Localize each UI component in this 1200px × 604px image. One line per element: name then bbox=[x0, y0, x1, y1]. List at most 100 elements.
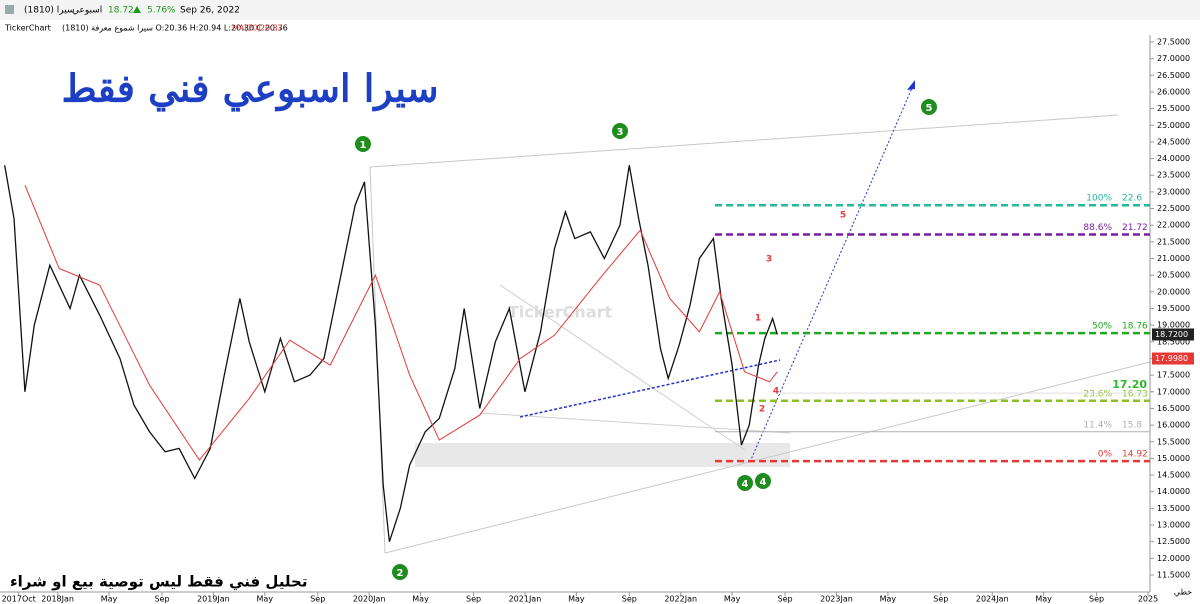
x-tick-label: May bbox=[724, 595, 741, 604]
ma-value: 20.37 bbox=[260, 24, 283, 33]
y-tick-label: 25.0000 bbox=[1157, 121, 1190, 130]
x-tick-label: May bbox=[412, 595, 429, 604]
fib-value: 14.92 bbox=[1122, 450, 1148, 460]
x-tick-label: 2023Jan bbox=[820, 595, 853, 604]
y-tick-label: 15.0000 bbox=[1157, 454, 1190, 463]
trend-line bbox=[519, 359, 781, 418]
sub-wave-label: 3 bbox=[766, 255, 772, 265]
trend-line bbox=[384, 361, 1151, 554]
trend-line bbox=[369, 114, 1119, 168]
wave-label: 4 bbox=[742, 479, 749, 490]
wave-marker bbox=[355, 136, 371, 152]
ma-label: MA(20) bbox=[232, 24, 261, 33]
y-tick-label: 17.0000 bbox=[1157, 387, 1190, 396]
fib-percent: 11.4% bbox=[1083, 420, 1112, 430]
fib-value: 18.76 bbox=[1122, 322, 1148, 332]
zone bbox=[415, 443, 790, 467]
fib-percent: 88.6% bbox=[1083, 223, 1112, 233]
x-tick-label: 2018Jan bbox=[41, 595, 74, 604]
chart-title: سيرا اسبوعي فني فقط bbox=[61, 66, 438, 112]
y-tick-label: 27.5000 bbox=[1157, 37, 1190, 46]
y-tick-label: 26.5000 bbox=[1157, 71, 1190, 80]
last-price: 18.72 bbox=[108, 6, 134, 16]
fib-value: 22.6 bbox=[1122, 194, 1142, 204]
wave-marker bbox=[755, 473, 771, 489]
price-line bbox=[4, 165, 778, 542]
x-tick-label: May bbox=[568, 595, 585, 604]
y-tick-label: 26.0000 bbox=[1157, 87, 1190, 96]
y-tick-label: 19.5000 bbox=[1157, 304, 1190, 313]
x-tick-label: Sep bbox=[310, 595, 325, 604]
fib-percent: 100% bbox=[1086, 194, 1112, 204]
arrow-head bbox=[907, 80, 915, 90]
wave-marker bbox=[392, 564, 408, 580]
ohlc: سيرا شموع معرفة (1810) O:20.36 H:20.94 L… bbox=[62, 24, 288, 33]
wave-label: 5 bbox=[926, 103, 933, 114]
y-tick-label: 15.5000 bbox=[1157, 437, 1190, 446]
y-tick-label: 25.5000 bbox=[1157, 104, 1190, 113]
x-tick-label: May bbox=[880, 595, 897, 604]
wave-label: 1 bbox=[360, 140, 367, 151]
wave-marker bbox=[921, 99, 937, 115]
wave-label: 4 bbox=[760, 477, 767, 488]
y-tick-label: 24.0000 bbox=[1157, 154, 1190, 163]
disclaimer: تحليل فني فقط ليس توصية بيع او شراء bbox=[10, 573, 308, 591]
watermark: TickerChart bbox=[508, 303, 613, 322]
y-tick-label: 21.0000 bbox=[1157, 254, 1190, 263]
price-tag bbox=[1152, 328, 1194, 341]
sub-wave-label: 2 bbox=[759, 405, 765, 415]
change: 5.76% bbox=[147, 6, 176, 16]
y-tick-label: 16.0000 bbox=[1157, 421, 1190, 430]
price-tag bbox=[1152, 352, 1194, 365]
trend-line bbox=[499, 284, 746, 451]
x-tick-label: 2025 bbox=[1138, 595, 1158, 604]
y-tick-label: 16.5000 bbox=[1157, 404, 1190, 413]
x-tick-label: 2019Jan bbox=[197, 595, 230, 604]
x-tick-label: Sep bbox=[778, 595, 793, 604]
y-tick-label: 18.5000 bbox=[1157, 337, 1190, 346]
header-bar bbox=[0, 0, 1200, 20]
x-tick-label: Sep bbox=[622, 595, 637, 604]
x-tick-label: May bbox=[101, 595, 118, 604]
x-tick-label: May bbox=[1035, 595, 1052, 604]
y-tick-label: 12.5000 bbox=[1157, 537, 1190, 546]
x-tick-label: Sep bbox=[1089, 595, 1104, 604]
x-tick-label: May bbox=[257, 595, 274, 604]
y-tick-label: 23.5000 bbox=[1157, 171, 1190, 180]
corner: خطي bbox=[1174, 588, 1192, 597]
wave-marker bbox=[737, 475, 753, 491]
fib-value: 16.73 bbox=[1122, 389, 1148, 399]
period: اسبوعي bbox=[72, 6, 102, 16]
y-tick-label: 12.0000 bbox=[1157, 554, 1190, 563]
y-tick-label: 13.5000 bbox=[1157, 504, 1190, 513]
y-tick-label: 17.5000 bbox=[1157, 371, 1190, 380]
y-tick-label: 20.5000 bbox=[1157, 271, 1190, 280]
fib-percent: 23.6% bbox=[1083, 389, 1112, 399]
icon bbox=[5, 5, 14, 14]
x-tick-label: Sep bbox=[466, 595, 481, 604]
y-tick-label: 14.5000 bbox=[1157, 471, 1190, 480]
y-tick-label: 14.0000 bbox=[1157, 487, 1190, 496]
x-tick-label: Sep bbox=[933, 595, 948, 604]
y-tick-label: 22.5000 bbox=[1157, 204, 1190, 213]
sub-wave-label: 4 bbox=[773, 387, 779, 397]
y-tick-label: 27.0000 bbox=[1157, 54, 1190, 63]
y-tick-label: 20.0000 bbox=[1157, 287, 1190, 296]
support-label: 17.20 bbox=[1112, 378, 1147, 391]
fib-value: 21.72 bbox=[1122, 223, 1148, 233]
y-tick-label: 24.5000 bbox=[1157, 137, 1190, 146]
y-tick-label: 23.0000 bbox=[1157, 187, 1190, 196]
brand: TickerChart bbox=[4, 24, 51, 33]
y-tick-label: 21.5000 bbox=[1157, 237, 1190, 246]
symbol: سيرا (1810) bbox=[24, 6, 75, 16]
x-tick-label: 2024Jan bbox=[976, 595, 1009, 604]
sub-wave-label: 5 bbox=[840, 211, 846, 221]
y-tick-label: 11.5000 bbox=[1157, 571, 1190, 580]
up-arrow bbox=[133, 6, 141, 13]
wave-label: 3 bbox=[617, 127, 624, 138]
x-tick-label: Sep bbox=[154, 595, 169, 604]
wave-label: 2 bbox=[397, 568, 404, 579]
